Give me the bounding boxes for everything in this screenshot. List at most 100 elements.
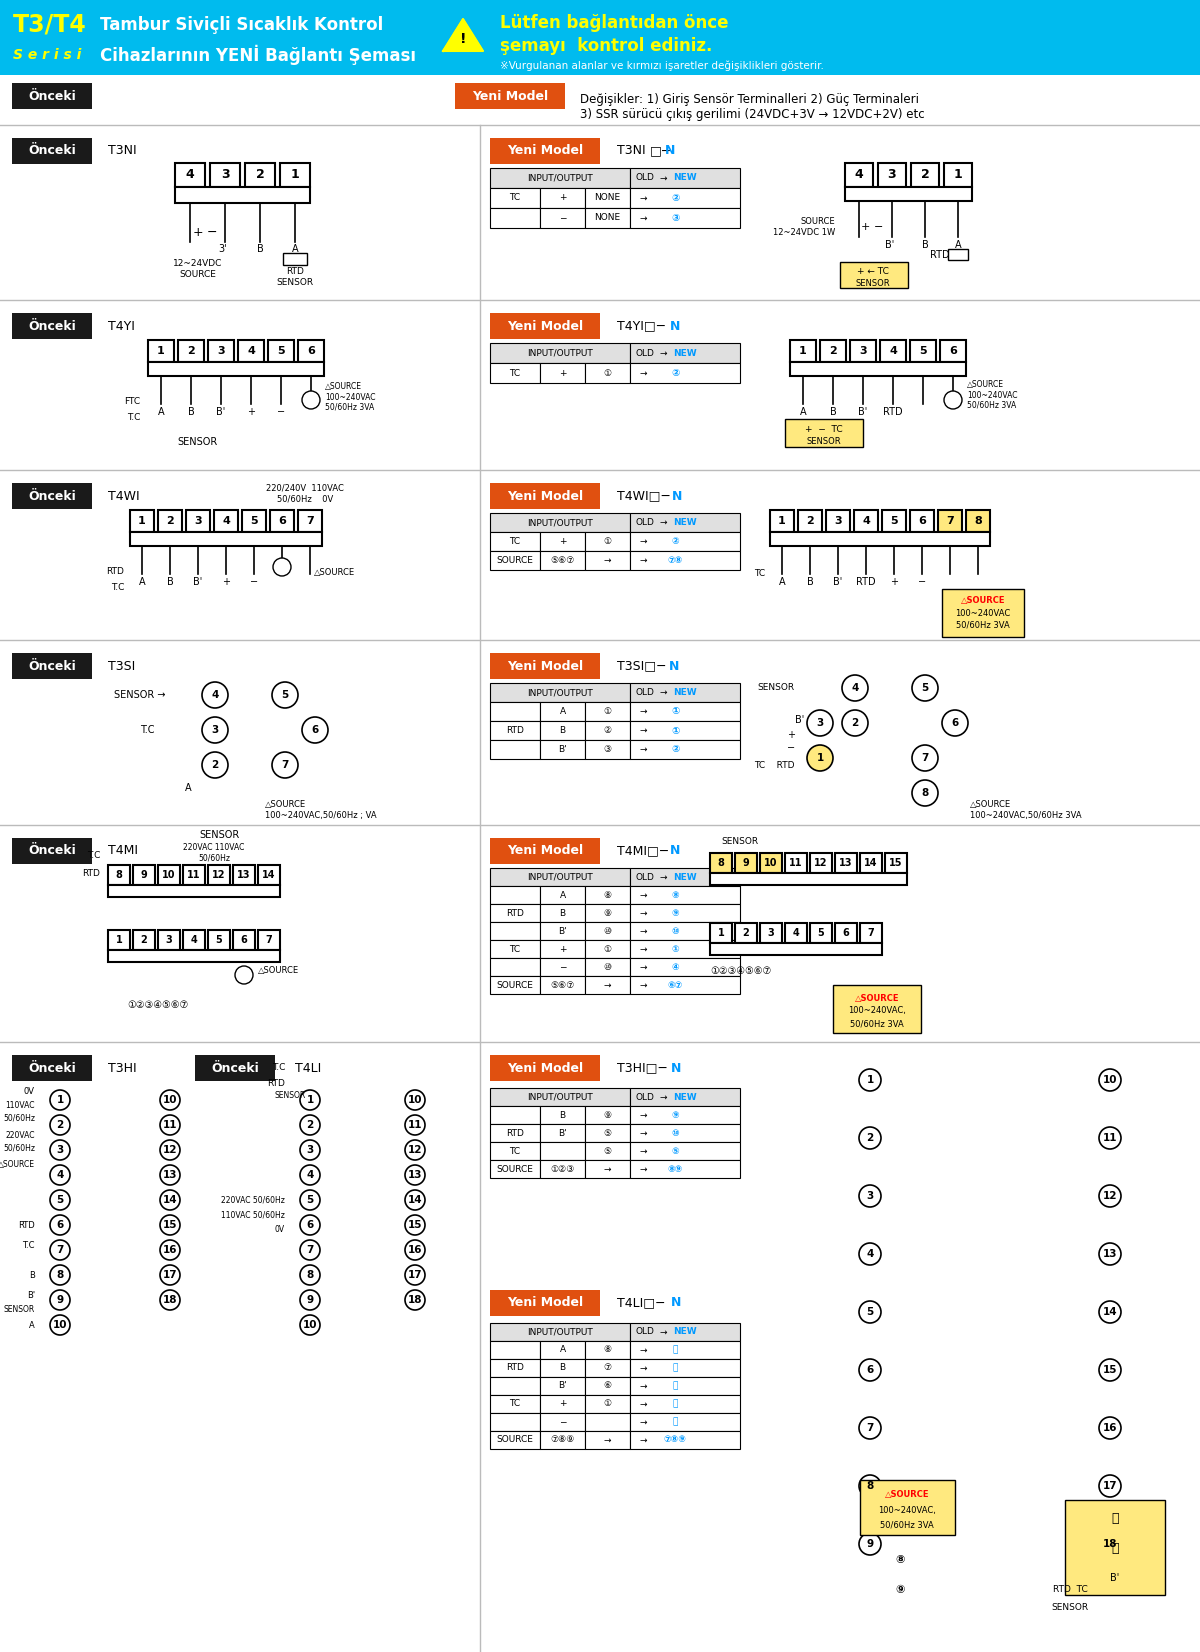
Bar bbox=[586, 1123, 630, 1142]
Text: 2: 2 bbox=[829, 345, 836, 355]
Text: ⑯: ⑯ bbox=[1111, 1512, 1118, 1525]
Bar bbox=[630, 922, 740, 940]
Bar bbox=[540, 740, 586, 758]
Text: ①: ① bbox=[671, 707, 679, 717]
Circle shape bbox=[160, 1165, 180, 1184]
Text: →: → bbox=[659, 519, 667, 527]
Text: −: − bbox=[559, 963, 566, 971]
Bar bbox=[0, 126, 1200, 301]
Bar bbox=[586, 702, 630, 720]
Text: 14: 14 bbox=[408, 1194, 422, 1204]
Bar bbox=[490, 344, 630, 363]
Text: B: B bbox=[167, 577, 173, 586]
Bar bbox=[540, 1394, 586, 1412]
Text: ⑨: ⑨ bbox=[604, 909, 612, 917]
Text: N: N bbox=[671, 1062, 682, 1074]
Circle shape bbox=[1099, 1417, 1121, 1439]
Bar bbox=[630, 532, 740, 552]
Text: B': B' bbox=[796, 715, 805, 725]
Text: 13: 13 bbox=[839, 857, 853, 867]
Text: ①: ① bbox=[604, 1399, 612, 1409]
Text: T.C: T.C bbox=[127, 413, 140, 421]
Bar bbox=[798, 510, 822, 532]
Text: −: − bbox=[787, 743, 796, 753]
Bar bbox=[0, 824, 1200, 1042]
Bar bbox=[490, 552, 540, 570]
Text: 1: 1 bbox=[157, 345, 164, 355]
Text: B: B bbox=[829, 406, 836, 416]
Text: OLD: OLD bbox=[636, 1092, 654, 1102]
Bar bbox=[540, 1378, 586, 1394]
Bar bbox=[540, 552, 586, 570]
Text: △SOURCE
100~240VAC,50/60Hz ; VA: △SOURCE 100~240VAC,50/60Hz ; VA bbox=[265, 800, 377, 819]
Bar bbox=[586, 188, 630, 208]
Text: RTD: RTD bbox=[82, 869, 100, 877]
Text: →: → bbox=[659, 872, 667, 882]
Text: ⑰: ⑰ bbox=[672, 1381, 678, 1391]
Circle shape bbox=[50, 1241, 70, 1260]
Bar bbox=[490, 1323, 630, 1341]
Text: ⑤: ⑤ bbox=[604, 1128, 612, 1138]
Text: 1: 1 bbox=[954, 169, 962, 182]
Text: −: − bbox=[875, 221, 883, 231]
Text: RTD: RTD bbox=[856, 577, 876, 586]
Text: NEW: NEW bbox=[673, 349, 697, 357]
Text: B: B bbox=[922, 240, 929, 249]
Text: △SOURCE: △SOURCE bbox=[258, 965, 299, 975]
Text: RTD: RTD bbox=[506, 1363, 524, 1373]
Text: 18: 18 bbox=[408, 1295, 422, 1305]
Bar bbox=[833, 985, 922, 1032]
Text: 4: 4 bbox=[793, 928, 799, 938]
Bar bbox=[630, 552, 740, 570]
Text: 3: 3 bbox=[816, 719, 823, 729]
Bar bbox=[233, 930, 256, 950]
Text: 110VAC: 110VAC bbox=[6, 1100, 35, 1110]
Bar bbox=[710, 943, 882, 955]
Text: T.C: T.C bbox=[110, 583, 124, 593]
Circle shape bbox=[50, 1214, 70, 1236]
Text: 11: 11 bbox=[790, 857, 803, 867]
Text: 1: 1 bbox=[866, 1075, 874, 1085]
Text: 4: 4 bbox=[854, 169, 863, 182]
Bar bbox=[630, 940, 740, 958]
Circle shape bbox=[842, 710, 868, 737]
Text: OLD: OLD bbox=[636, 1328, 654, 1336]
Text: 17: 17 bbox=[1103, 1480, 1117, 1492]
Text: NEW: NEW bbox=[673, 1092, 697, 1102]
Circle shape bbox=[406, 1115, 425, 1135]
Bar bbox=[490, 838, 600, 864]
Text: 7: 7 bbox=[306, 515, 314, 525]
Bar bbox=[630, 958, 740, 976]
Text: ⑥: ⑥ bbox=[604, 1381, 612, 1391]
Text: ⑨: ⑨ bbox=[671, 909, 679, 917]
Text: TC: TC bbox=[510, 1146, 521, 1155]
Circle shape bbox=[300, 1090, 320, 1110]
Bar bbox=[938, 510, 962, 532]
Text: 12: 12 bbox=[212, 871, 226, 881]
Circle shape bbox=[1099, 1242, 1121, 1265]
Text: 12: 12 bbox=[815, 857, 828, 867]
Text: 1: 1 bbox=[306, 1095, 313, 1105]
Circle shape bbox=[942, 710, 968, 737]
Bar bbox=[630, 1142, 740, 1160]
Text: A: A bbox=[559, 1345, 565, 1355]
Text: ④: ④ bbox=[671, 963, 679, 971]
Bar bbox=[238, 340, 264, 362]
Text: 3': 3' bbox=[218, 244, 227, 254]
Circle shape bbox=[202, 717, 228, 743]
Text: △SOURCE
100~240VAC
50/60Hz 3VA: △SOURCE 100~240VAC 50/60Hz 3VA bbox=[325, 382, 376, 411]
Bar bbox=[540, 1341, 586, 1360]
Circle shape bbox=[50, 1265, 70, 1285]
Text: A: A bbox=[157, 406, 164, 416]
Text: SENSOR: SENSOR bbox=[178, 438, 218, 448]
Text: ⑰: ⑰ bbox=[1111, 1541, 1118, 1555]
Text: 100~240VAC: 100~240VAC bbox=[955, 608, 1010, 618]
Bar bbox=[12, 653, 92, 679]
Text: 2: 2 bbox=[866, 1133, 874, 1143]
Text: T4WI□−: T4WI□− bbox=[617, 489, 671, 502]
Text: +: + bbox=[860, 221, 870, 231]
Text: 14: 14 bbox=[1103, 1307, 1117, 1317]
Text: ③: ③ bbox=[604, 745, 612, 753]
Bar bbox=[845, 164, 874, 187]
Bar bbox=[208, 866, 230, 885]
